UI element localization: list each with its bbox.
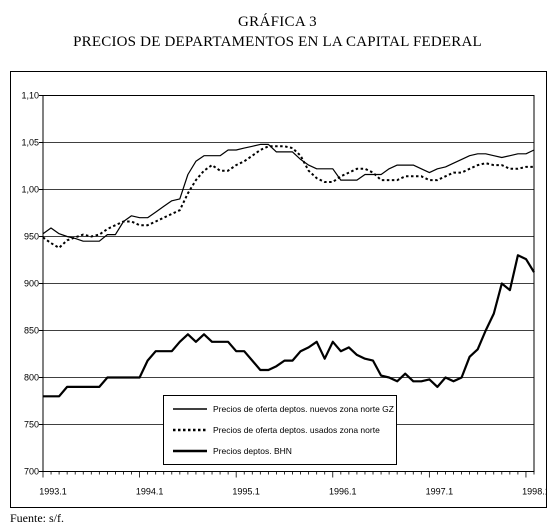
y-tick-label: 1,05 [21, 138, 39, 148]
x-tick-label: 1994.1 [136, 487, 164, 497]
y-tick-label: 800 [24, 373, 39, 383]
chart-label: GRÁFICA 3 [238, 14, 317, 30]
x-tick-label: 1997.1 [426, 487, 454, 497]
x-tick-label: 1995.1 [232, 487, 260, 497]
y-tick-label: 1,00 [21, 185, 39, 195]
source-note: Fuente: s/f. [10, 511, 64, 525]
y-tick-label: 750 [24, 420, 39, 430]
legend: Precios de oferta deptos. nuevos zona no… [163, 395, 397, 465]
y-tick-label: 700 [24, 467, 39, 477]
line-chart: 700 750 800 850 900 950 1,00 1,05 1,10 1993.1 199… [10, 71, 550, 508]
x-tick-label: 1993.1 [39, 487, 67, 497]
legend-box [163, 395, 397, 465]
series-line-3 [43, 254, 535, 398]
x-tick-label: 1998.1 [522, 487, 547, 497]
chart-frame: 700 750 800 850 900 950 1,00 1,05 1,10 1993.1 199… [10, 71, 550, 508]
series-line-1 [42, 143, 535, 242]
y-tick-label: 900 [24, 279, 39, 289]
y-tick-label: 1,10 [21, 91, 39, 101]
y-tick-label: 950 [24, 232, 39, 242]
y-tick-label: 850 [24, 326, 39, 336]
chart-title: PRECIOS DE DEPARTAMENTOS EN LA CAPITAL F… [73, 34, 482, 50]
legend-label: Precios de oferta deptos. nuevos zona no… [213, 404, 394, 414]
legend-label: Precios de oferta deptos. usados zona no… [213, 425, 380, 435]
x-tick-label: 1996.1 [329, 487, 357, 497]
legend-label: Precios deptos. BHN [213, 446, 292, 456]
